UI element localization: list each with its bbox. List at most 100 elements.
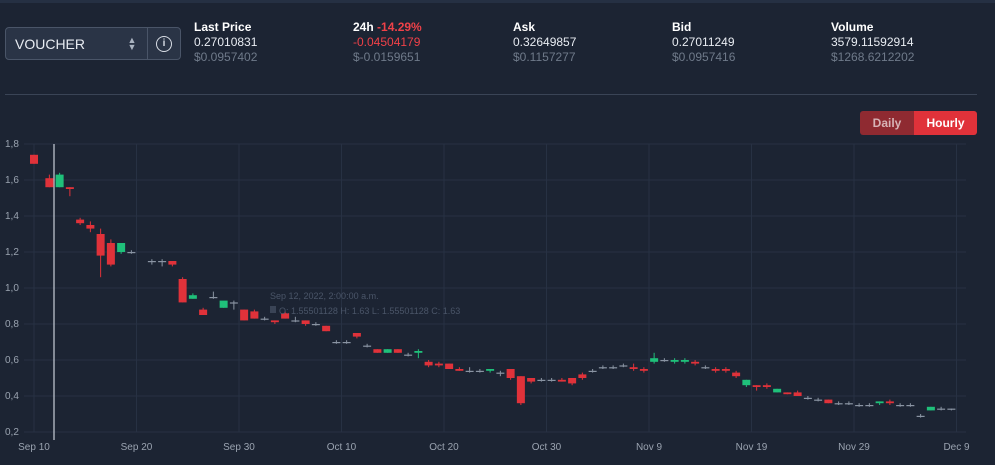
candle-body <box>762 385 771 387</box>
stat-bid-title: Bid <box>672 20 692 34</box>
candle <box>783 392 792 395</box>
y-tick-label: 1,4 <box>5 211 19 222</box>
market-selector[interactable]: VOUCHER ▲ ▼ i <box>5 27 181 60</box>
candle-body <box>721 369 730 371</box>
candle-body <box>834 403 843 405</box>
candle <box>742 379 751 387</box>
selector-divider <box>147 28 148 59</box>
candle <box>117 243 126 254</box>
candle-body <box>127 252 136 254</box>
chevron-up-down-icon: ▲ ▼ <box>127 34 137 52</box>
candle <box>691 360 700 366</box>
y-tick-label: 1,6 <box>5 175 19 186</box>
candle <box>557 378 566 382</box>
tooltip: Sep 12, 2022, 2:00:00 a.m. O: 1.55501128… <box>270 291 460 316</box>
candle <box>752 385 761 391</box>
candle-body <box>855 405 864 407</box>
candle-body <box>332 342 341 344</box>
candle <box>229 300 238 310</box>
y-tick-label: 0,4 <box>5 391 19 402</box>
candle <box>670 358 679 364</box>
candle-body <box>896 405 905 407</box>
candle <box>865 403 874 407</box>
hourly-button[interactable]: Hourly <box>914 111 977 135</box>
daily-button[interactable]: Daily <box>860 111 914 135</box>
candle <box>342 340 351 344</box>
candle <box>721 367 730 373</box>
y-tick-label: 1,8 <box>5 139 19 150</box>
candle-body <box>240 309 249 321</box>
candle-body <box>106 243 115 265</box>
candle-body <box>260 318 269 320</box>
candle-body <box>486 369 495 371</box>
candle-body <box>639 369 648 371</box>
candle <box>127 250 136 254</box>
stat-bid: Bid 0.27011249 $0.0957416 <box>672 20 735 65</box>
candle <box>762 383 771 389</box>
candle <box>322 325 331 332</box>
candle <box>373 349 382 353</box>
candle-body <box>732 372 741 377</box>
tooltip-swatch <box>270 306 276 313</box>
candle <box>629 363 638 371</box>
candle-body <box>537 379 546 381</box>
candle <box>393 349 402 353</box>
candle-body <box>55 174 64 188</box>
x-axis-ticks: Sep 10 Sep 20 Sep 30 Oct 10 Oct 20 Oct 30 Nov … <box>18 442 970 453</box>
candle <box>711 367 720 373</box>
y-tick-label: 0,2 <box>5 427 19 438</box>
candle <box>424 360 433 368</box>
candle <box>814 397 823 402</box>
candle-body <box>424 361 433 366</box>
candle <box>926 406 935 411</box>
candle <box>516 376 525 405</box>
candle <box>875 401 884 405</box>
candle-body <box>793 392 802 396</box>
candle-body <box>865 405 874 407</box>
stat-24h-usd: $-0.0159651 <box>353 50 421 64</box>
candle <box>65 187 74 197</box>
candle-body <box>301 320 310 324</box>
candle-body <box>773 388 782 393</box>
candle <box>855 403 864 407</box>
candle-body <box>383 349 392 353</box>
candle-body <box>598 367 607 369</box>
candle-body <box>86 225 95 229</box>
candle <box>896 403 905 407</box>
info-button[interactable]: i <box>148 28 180 59</box>
candle-body <box>885 401 894 404</box>
candle-body <box>650 358 659 362</box>
candle <box>199 307 208 315</box>
candle <box>773 388 782 393</box>
candle-body <box>906 405 915 407</box>
candle <box>619 363 628 368</box>
candle-body <box>670 360 679 362</box>
header-divider <box>5 94 977 95</box>
candle <box>332 340 341 344</box>
candle <box>547 378 556 382</box>
candle <box>537 378 546 382</box>
stat-volume: Volume 3579.11592914 $1268.6212202 <box>831 20 914 65</box>
candle-body <box>188 295 197 299</box>
candle <box>445 363 454 369</box>
tooltip-ohlc: O: 1.55501128 H: 1.63 L: 1.55501128 C: 1… <box>279 306 460 316</box>
candle <box>311 322 320 326</box>
candle <box>578 372 587 380</box>
candle <box>86 221 95 233</box>
candle-body <box>250 311 259 319</box>
candle <box>732 370 741 378</box>
stat-volume-usd: $1268.6212202 <box>831 50 915 64</box>
candle <box>506 369 515 380</box>
candle-body <box>803 397 812 399</box>
candle-body <box>363 345 372 347</box>
x-tick-label: Dec 9 <box>943 442 970 453</box>
candle-body <box>619 365 628 367</box>
candle <box>844 401 853 405</box>
stat-ask-title: Ask <box>513 20 536 34</box>
candle <box>660 358 669 362</box>
y-axis-ticks: 0,2 0,4 0,6 0,8 1,0 1,2 1,4 1,6 1,8 <box>5 139 19 438</box>
candle-body <box>844 403 853 405</box>
candle <box>281 311 290 319</box>
candle <box>55 172 64 188</box>
